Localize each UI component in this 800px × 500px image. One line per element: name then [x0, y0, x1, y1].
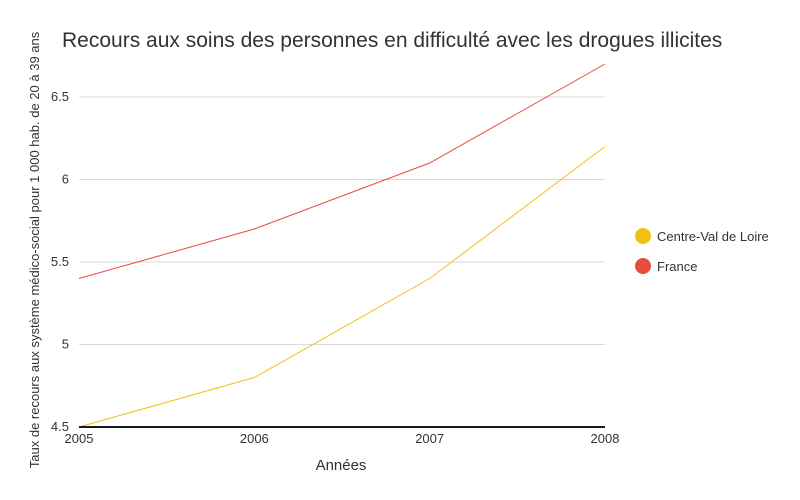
x-axis-title: Années [316, 457, 367, 474]
x-tick-labels: 2005 2006 2007 2008 [65, 431, 620, 446]
x-tick-label: 2007 [415, 431, 444, 446]
legend-label: France [657, 259, 697, 274]
y-tick-label: 6.5 [51, 89, 69, 104]
legend-marker [635, 258, 651, 274]
series-lines [78, 63, 606, 428]
legend-marker [635, 228, 651, 244]
gridlines [79, 96, 605, 345]
chart-title: Recours aux soins des personnes en diffi… [62, 29, 722, 52]
x-tick-label: 2008 [591, 431, 620, 446]
y-tick-labels: 4.5 5 5.5 6 6.5 [51, 89, 69, 434]
series-line [78, 63, 606, 279]
y-tick-label: 4.5 [51, 419, 69, 434]
y-axis-title: Taux de recours aux système médico-socia… [27, 31, 42, 468]
series-line [78, 146, 606, 428]
x-tick-label: 2005 [65, 431, 94, 446]
x-tick-label: 2006 [240, 431, 269, 446]
legend-label: Centre-Val de Loire [657, 229, 769, 244]
y-tick-label: 5 [62, 337, 69, 352]
legend: Centre-Val de Loire France [635, 228, 769, 274]
y-tick-label: 5.5 [51, 254, 69, 269]
y-tick-label: 6 [62, 172, 69, 187]
